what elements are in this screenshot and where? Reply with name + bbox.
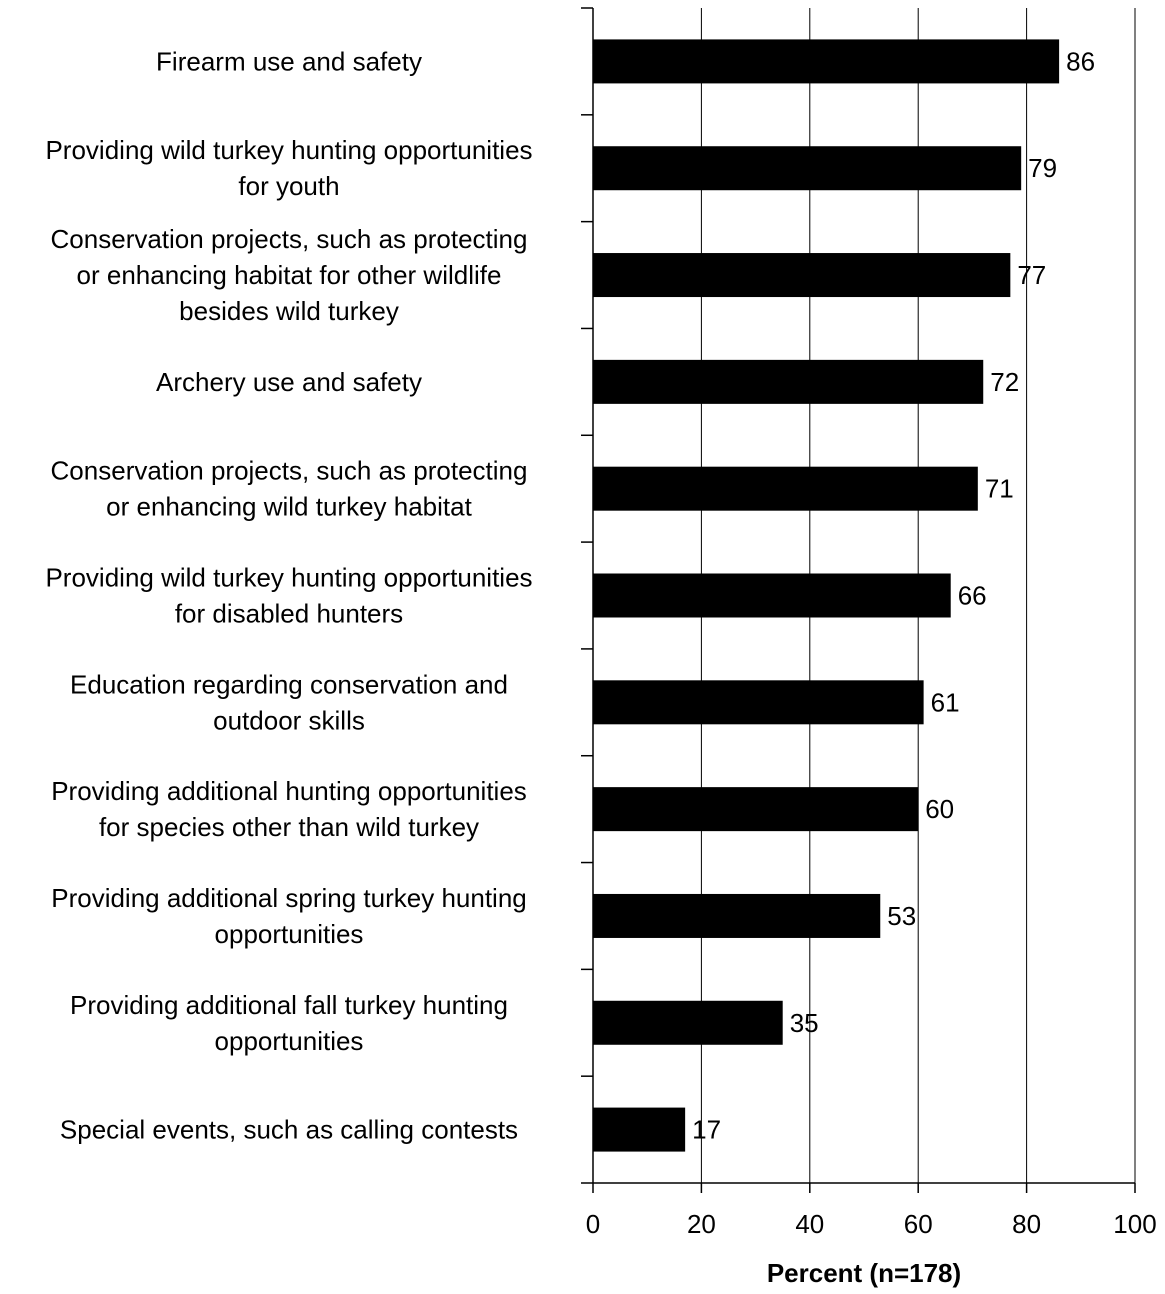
bar-1	[593, 146, 1022, 191]
category-label-4: Conservation projects, such as protectin…	[51, 456, 528, 522]
bar-3	[593, 359, 984, 404]
x-tick-label-20: 20	[687, 1209, 716, 1239]
value-label-8: 53	[887, 901, 916, 931]
x-tick-label-40: 40	[795, 1209, 824, 1239]
value-label-3: 72	[990, 367, 1019, 397]
bar-0	[593, 39, 1060, 84]
bar-6	[593, 680, 924, 725]
value-label-1: 79	[1028, 153, 1057, 183]
value-label-4: 71	[985, 474, 1014, 504]
category-label-8: Providing additional spring turkey hunti…	[51, 883, 527, 949]
bar-8	[593, 893, 881, 938]
category-label-3: Archery use and safety	[156, 367, 422, 397]
x-tick-label-60: 60	[904, 1209, 933, 1239]
x-tick-label-80: 80	[1012, 1209, 1041, 1239]
x-axis-title: Percent (n=178)	[767, 1258, 961, 1288]
value-label-7: 60	[925, 794, 954, 824]
value-label-2: 77	[1017, 260, 1046, 290]
category-label-9: Providing additional fall turkey hunting…	[70, 990, 508, 1056]
bar-10	[593, 1107, 686, 1152]
bars	[593, 39, 1060, 1152]
category-label-6: Education regarding conservation and outd…	[70, 669, 508, 735]
bar-9	[593, 1000, 783, 1045]
value-label-5: 66	[958, 581, 987, 611]
x-tick-label-100: 100	[1113, 1209, 1156, 1239]
bar-2	[593, 253, 1011, 298]
value-label-0: 86	[1066, 46, 1095, 76]
value-label-6: 61	[931, 687, 960, 717]
category-label-7: Providing additional hunting opportuniti…	[51, 776, 527, 842]
category-label-0: Firearm use and safety	[156, 46, 422, 76]
bar-5	[593, 573, 951, 618]
category-label-10: Special events, such as calling contests	[60, 1115, 518, 1145]
bar-4	[593, 466, 978, 511]
category-label-2: Conservation projects, such as protectin…	[51, 224, 528, 326]
x-tick-label-0: 0	[586, 1209, 600, 1239]
value-label-9: 35	[790, 1008, 819, 1038]
category-label-5: Providing wild turkey hunting opportunit…	[45, 563, 532, 629]
value-label-10: 17	[692, 1115, 721, 1145]
bar-7	[593, 787, 919, 832]
axes	[581, 7, 1136, 1193]
labels: 86 Firearm use and safety 79 Providing wild…	[45, 46, 1156, 1239]
category-label-1: Providing wild turkey hunting opportunit…	[45, 135, 532, 201]
